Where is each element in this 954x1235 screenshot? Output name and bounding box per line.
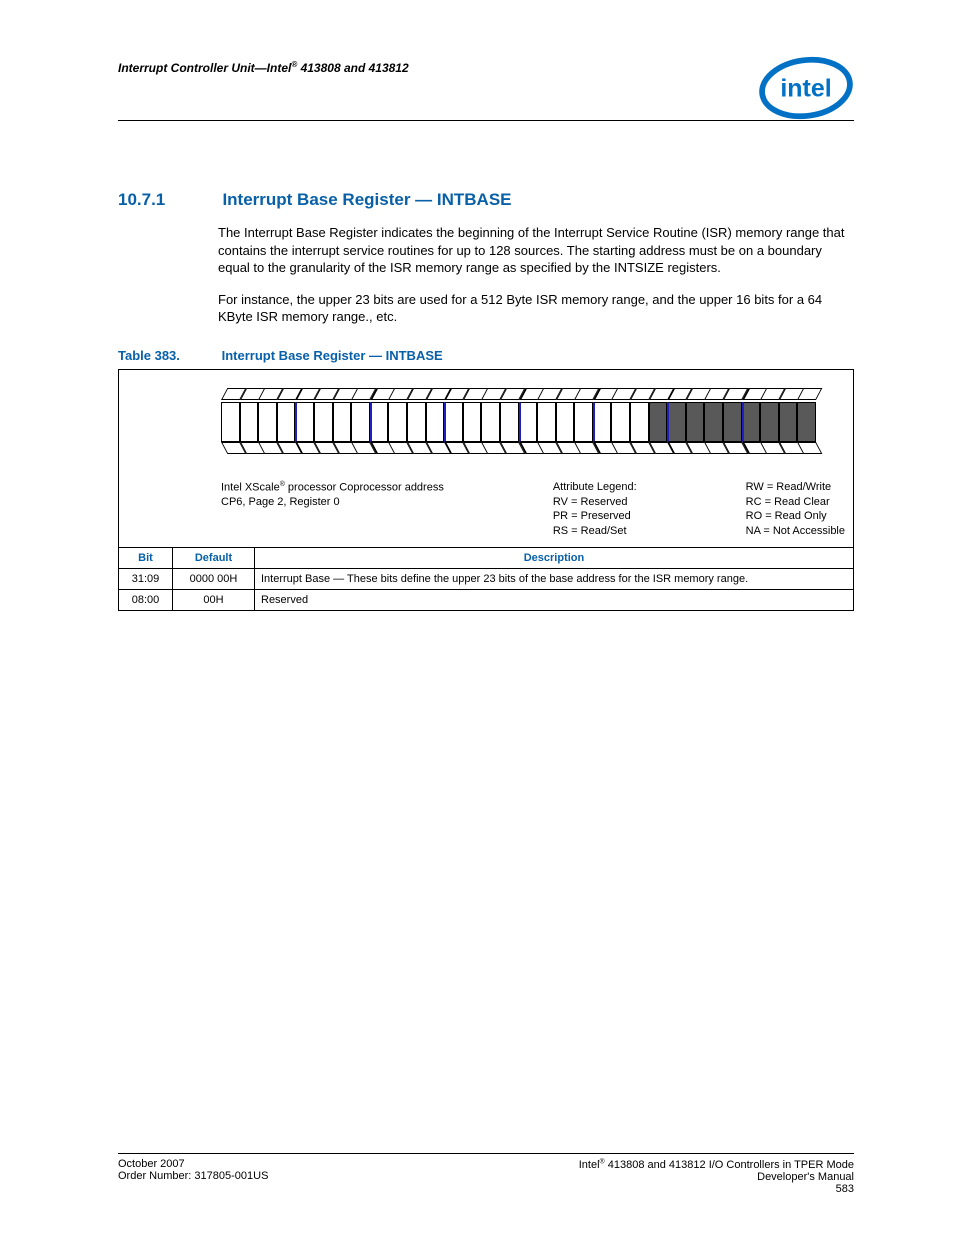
bit-cell — [388, 402, 407, 442]
header-chapter: Interrupt Controller Unit—Intel® 413808 … — [118, 60, 409, 75]
bit-cell — [240, 402, 259, 442]
cell-default: 0000 00H — [173, 569, 255, 590]
bit-cell — [444, 402, 463, 442]
bit-cell — [704, 402, 723, 442]
bit-cell — [537, 402, 556, 442]
diagram-legend: Intel XScale® processor Coprocessor addr… — [221, 480, 845, 539]
footer-left: October 2007 Order Number: 317805-001US — [118, 1158, 268, 1195]
bit-cell — [333, 402, 352, 442]
footer-order-number: Order Number: 317805-001US — [118, 1170, 268, 1182]
bit-cell — [463, 402, 482, 442]
header-chapter-text: Interrupt Controller Unit—Intel — [118, 61, 291, 75]
footer-rule — [118, 1153, 854, 1154]
address-suffix: processor Coprocessor address — [285, 481, 444, 493]
bit-cell — [574, 402, 593, 442]
table-number: Table 383. — [118, 348, 218, 363]
bit-cell — [407, 402, 426, 442]
section-title: Interrupt Base Register — INTBASE — [222, 190, 511, 210]
page: Interrupt Controller Unit—Intel® 413808 … — [0, 0, 954, 1235]
bit-cell — [556, 402, 575, 442]
bit-cell — [370, 402, 389, 442]
bit-cell — [797, 388, 822, 400]
header-chapter-suffix: 413808 and 413812 — [297, 61, 408, 75]
register-diagram: Intel XScale® processor Coprocessor addr… — [118, 369, 854, 547]
table-header-row: Bit Default Description — [119, 548, 854, 569]
legend-title: Attribute Legend: — [553, 481, 637, 493]
footer-product: Intel® 413808 and 413812 I/O Controllers… — [579, 1159, 854, 1171]
cell-description: Interrupt Base — These bits define the u… — [255, 569, 854, 590]
bit-cell — [797, 402, 816, 442]
table-caption: Table 383. Interrupt Base Register — INT… — [118, 348, 854, 363]
address-label: Intel XScale — [221, 481, 280, 493]
col-bit: Bit — [119, 548, 173, 569]
bit-cell — [221, 402, 240, 442]
svg-text:intel: intel — [780, 75, 831, 103]
table-row: 31:090000 00HInterrupt Base — These bits… — [119, 569, 854, 590]
footer-date: October 2007 — [118, 1158, 185, 1170]
legend-item: RW = Read/Write — [746, 481, 831, 493]
bit-cell — [426, 402, 445, 442]
cell-default: 00H — [173, 590, 255, 611]
header-rule — [118, 120, 854, 121]
bit-cell — [295, 402, 314, 442]
footer-page-number: 583 — [836, 1183, 854, 1195]
address-line2: CP6, Page 2, Register 0 — [221, 496, 340, 508]
bit-cell — [760, 402, 779, 442]
legend-item: RS = Read/Set — [553, 525, 627, 537]
bit-cell — [686, 402, 705, 442]
cell-bit: 31:09 — [119, 569, 173, 590]
bit-cell — [277, 402, 296, 442]
bit-cell — [500, 402, 519, 442]
legend-item: PR = Preserved — [553, 510, 631, 522]
body-paragraph-2: For instance, the upper 23 bits are used… — [218, 291, 854, 326]
bit-cell — [351, 402, 370, 442]
bit-cell — [667, 402, 686, 442]
section-heading: 10.7.1 Interrupt Base Register — INTBASE — [118, 190, 854, 210]
bit-cell — [649, 402, 668, 442]
cell-bit: 08:00 — [119, 590, 173, 611]
page-footer: October 2007 Order Number: 317805-001US … — [118, 1153, 854, 1195]
bit-strip-main — [221, 402, 845, 442]
legend-item: RV = Reserved — [553, 496, 628, 508]
bit-cell — [630, 402, 649, 442]
attribute-legend-right: RW = Read/Write RC = Read Clear RO = Rea… — [746, 480, 845, 539]
legend-item: RC = Read Clear — [746, 496, 830, 508]
legend-item: NA = Not Accessible — [746, 525, 845, 537]
attribute-legend-left: Attribute Legend: RV = Reserved PR = Pre… — [553, 480, 637, 539]
footer-manual: Developer's Manual — [757, 1171, 854, 1183]
col-description: Description — [255, 548, 854, 569]
bit-cell — [481, 402, 500, 442]
cell-description: Reserved — [255, 590, 854, 611]
bit-cell — [723, 402, 742, 442]
table-title: Interrupt Base Register — INTBASE — [222, 348, 443, 363]
intel-logo-icon: intel — [758, 56, 854, 120]
legend-item: RO = Read Only — [746, 510, 827, 522]
body-paragraph-1: The Interrupt Base Register indicates th… — [218, 224, 854, 277]
section-number: 10.7.1 — [118, 190, 218, 210]
col-default: Default — [173, 548, 255, 569]
bit-strip-top-skew — [221, 388, 845, 400]
table-row: 08:0000HReserved — [119, 590, 854, 611]
coprocessor-address: Intel XScale® processor Coprocessor addr… — [221, 480, 444, 539]
footer-right: Intel® 413808 and 413812 I/O Controllers… — [579, 1158, 854, 1195]
bit-cell — [779, 402, 798, 442]
bit-cell — [258, 402, 277, 442]
bit-cell — [519, 402, 538, 442]
bit-cell — [593, 402, 612, 442]
page-header: Interrupt Controller Unit—Intel® 413808 … — [118, 56, 854, 120]
bit-strip-bottom-skew — [221, 442, 845, 454]
bit-description-table: Bit Default Description 31:090000 00HInt… — [118, 547, 854, 611]
bit-cell — [314, 402, 333, 442]
bit-cell — [611, 402, 630, 442]
bit-cell — [742, 402, 761, 442]
